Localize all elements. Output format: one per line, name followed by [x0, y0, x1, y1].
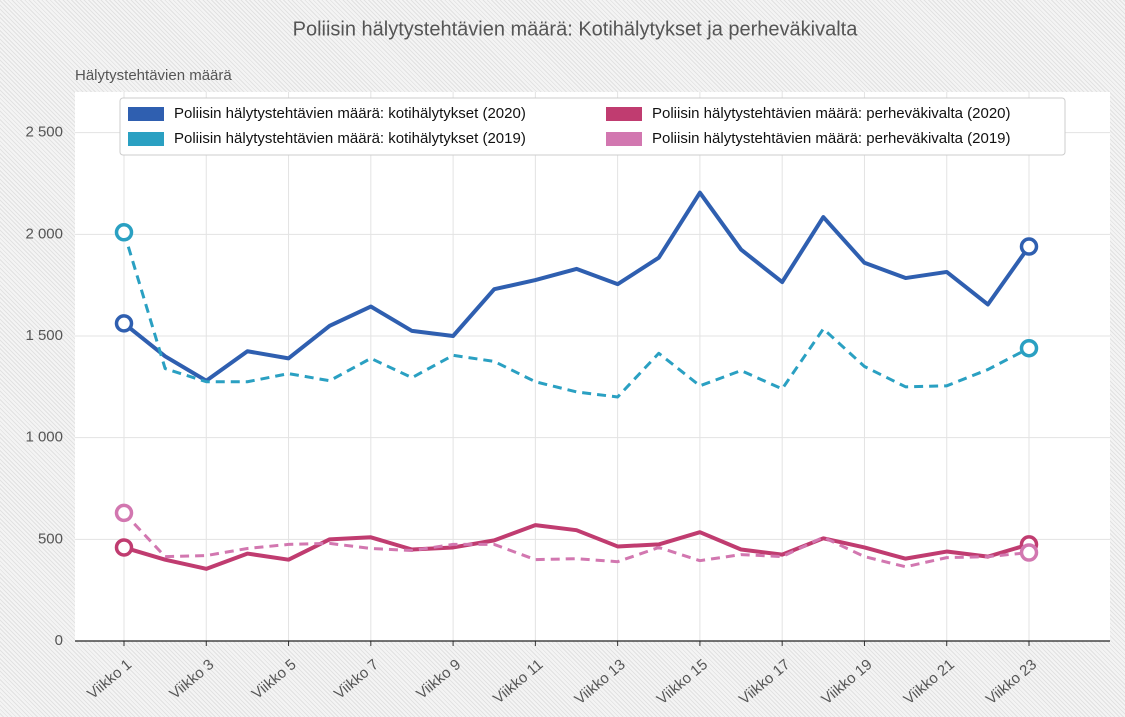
y-tick-label: 500 — [38, 530, 63, 547]
series-line — [122, 231, 1030, 399]
legend-swatch — [128, 132, 164, 146]
y-tick-label: 1 000 — [25, 429, 63, 446]
y-tick-label: 2 500 — [25, 124, 63, 141]
end-marker — [1019, 543, 1039, 562]
series-line — [123, 523, 1030, 571]
end-marker — [114, 223, 134, 242]
legend: Poliisin hälytystehtävien määrä: kotihäl… — [119, 97, 1066, 156]
legend-box — [119, 97, 1066, 156]
legend-label: Poliisin hälytystehtävien määrä: kotihäl… — [174, 105, 526, 122]
legend-label: Poliisin hälytystehtävien määrä: perhevä… — [652, 105, 1011, 122]
chart-title: Poliisin hälytystehtävien määrä: Kotihäl… — [293, 18, 859, 40]
end-marker — [114, 538, 134, 557]
x-tick-label: Viikko 9 — [413, 656, 464, 703]
series-line — [122, 190, 1031, 383]
end-marker — [114, 503, 134, 523]
x-tick-label: Viikko 15 — [654, 656, 711, 708]
x-tick-label: Viikko 13 — [571, 656, 628, 708]
x-tick-label: Viikko 7 — [331, 656, 382, 703]
x-tick-label: Viikko 19 — [818, 656, 875, 708]
legend-swatch — [606, 107, 642, 121]
x-tick-label: Viikko 3 — [166, 656, 217, 703]
legend-swatch — [606, 132, 642, 146]
x-tick-label: Viikko 23 — [983, 656, 1040, 708]
y-tick-label: 1 500 — [25, 327, 63, 344]
x-tick-label: Viikko 5 — [249, 656, 300, 703]
legend-label: Poliisin hälytystehtävien määrä: perhevä… — [652, 130, 1011, 147]
y-tick-label: 0 — [55, 632, 63, 649]
end-marker — [1019, 237, 1039, 256]
y-axis-label: Hälytystehtävien määrä — [75, 67, 232, 84]
x-tick-label: Viikko 1 — [84, 656, 135, 703]
x-tick-label: Viikko 11 — [490, 656, 546, 707]
x-tick-label: Viikko 21 — [901, 656, 958, 708]
legend-swatch — [128, 107, 164, 121]
end-marker — [1019, 338, 1039, 358]
legend-label: Poliisin hälytystehtävien määrä: kotihäl… — [174, 130, 526, 147]
x-tick-label: Viikko 17 — [736, 656, 793, 708]
end-marker — [114, 314, 134, 333]
y-tick-label: 2 000 — [25, 225, 63, 242]
series-line — [122, 511, 1030, 569]
